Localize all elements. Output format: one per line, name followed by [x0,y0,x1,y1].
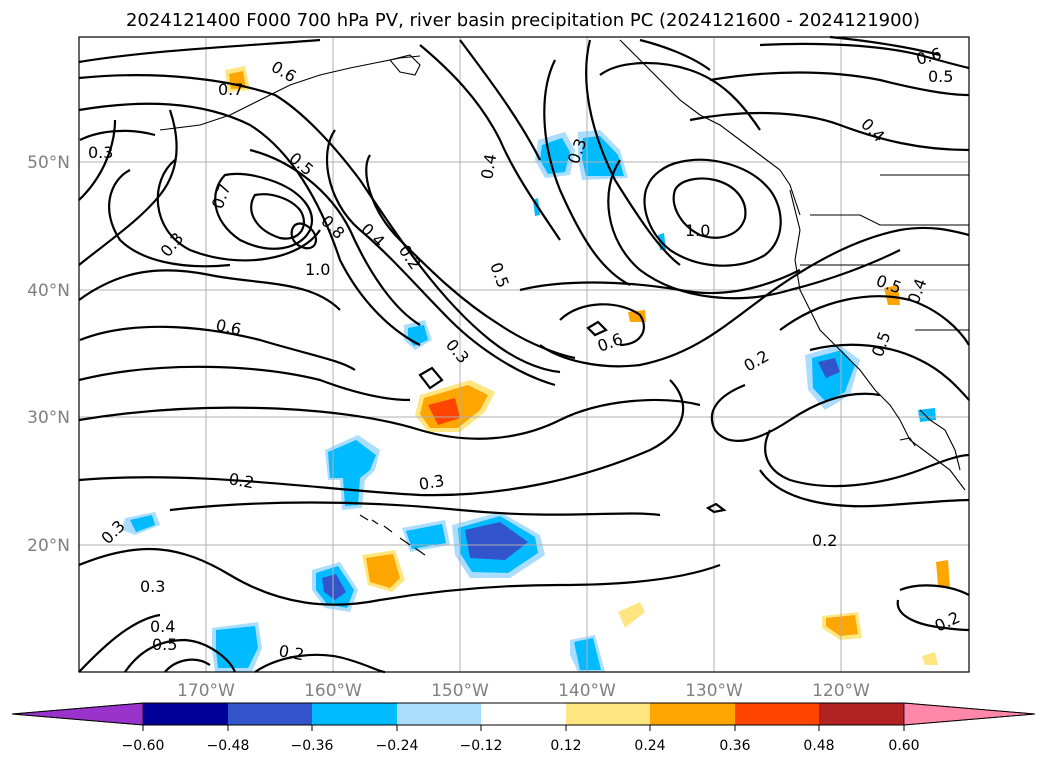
lon-label: 130°W [685,681,743,701]
lat-label: 30°N [27,408,70,428]
contour-label: 0.4 [150,617,175,636]
map-panel: 0.6 0.7 0.3 0.5 0.7 0.3 0.8 0.4 1.0 0.2 … [78,35,970,674]
latitude-labels: 50°N 40°N 30°N 20°N [27,153,70,556]
lat-label: 50°N [27,153,70,173]
colorbar-tick-labels: −0.60 −0.48 −0.36 −0.24 −0.12 0.12 0.24 … [122,738,920,754]
colorbar-tick-label: −0.48 [207,738,250,754]
lon-label: 170°W [177,681,235,701]
pos-patch-2 [415,380,495,432]
lon-label: 120°W [812,681,870,701]
neg-patch-14 [918,408,936,422]
colorbar-extend-high [903,702,1036,726]
pos-patch-5 [936,560,950,588]
colorbar-extend-low [11,702,144,726]
colorbar-bin [650,703,735,725]
contour-label: 0.2 [812,531,837,550]
contour-label: 0.7 [218,80,243,99]
neg-patch-11 [312,562,358,612]
colorbar-bin [819,703,904,725]
lon-label: 140°W [558,681,616,701]
pv-contours [78,35,970,674]
pos-patch-8 [618,602,645,628]
colorbar-tick-label: 0.36 [719,738,750,754]
colorbar-bin [143,703,228,725]
graticule [79,37,969,672]
colorbar: −0.60 −0.48 −0.36 −0.24 −0.12 0.12 0.24 … [11,702,1036,754]
contour-label: 1.0 [685,221,710,240]
colorbar-tick-label: 0.48 [803,738,834,754]
colorbar-tick-label: 0.24 [634,738,665,754]
colorbar-tick-label: −0.60 [122,738,165,754]
contour-label: 0.5 [152,635,177,654]
contour-label: 0.2 [227,469,255,492]
colorbar-bin [228,703,312,725]
contour-label: 0.2 [277,641,305,664]
colorbar-tick-label: 0.60 [888,738,919,754]
colorbar-tick-label: −0.36 [291,738,334,754]
pos-patch-9 [922,652,938,665]
colorbar-tick-label: 0.12 [550,738,581,754]
neg-patch-8 [122,512,160,535]
lon-label: 160°W [304,681,362,701]
coastlines [159,39,969,556]
lon-label: 150°W [431,681,489,701]
colorbar-tick-label: −0.24 [376,738,419,754]
contour-label: 0.3 [140,577,165,596]
neg-patch-12 [212,622,262,672]
neg-patch-7 [325,435,380,510]
map-title: 2024121400 F000 700 hPa PV, river basin … [126,10,920,31]
pos-patch-4 [822,612,862,640]
contour-label: 0.4 [477,152,500,180]
colorbar-tick-label: −0.12 [460,738,503,754]
pos-patch-3 [362,550,405,592]
contour-label: 0.6 [214,315,243,339]
neg-patch-6 [805,345,860,410]
contour-label: 0.5 [928,67,953,86]
neg-patch-9 [402,520,450,552]
contour-label: 1.0 [305,260,330,279]
colorbar-bin [735,703,819,725]
contour-label: 0.3 [88,143,113,162]
colorbar-bin [312,703,397,725]
colorbar-bin [397,703,481,725]
colorbar-bin [481,703,566,725]
lat-label: 20°N [27,536,70,556]
contour-label: 0.3 [417,471,445,494]
colorbar-bin [566,703,650,725]
colorbar-ticks [142,725,905,731]
longitude-labels: 170°W 160°W 150°W 140°W 130°W 120°W [177,681,870,701]
map-frame [78,36,970,673]
lat-label: 40°N [27,281,70,301]
